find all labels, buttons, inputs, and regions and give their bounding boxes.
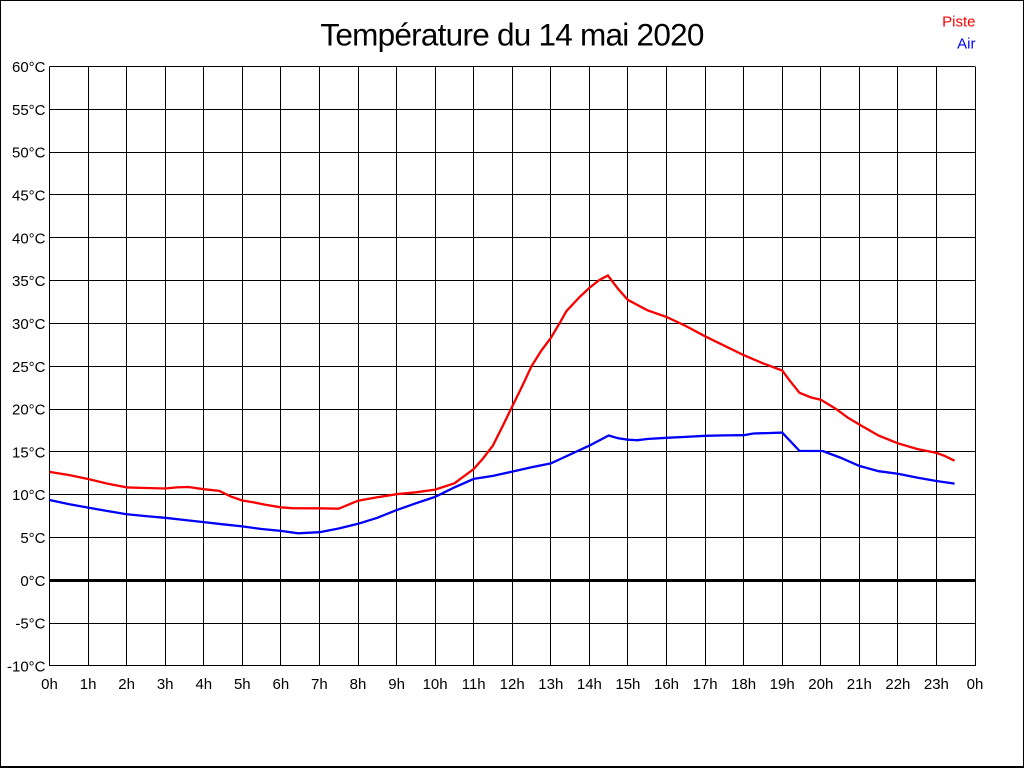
svg-text:45°C: 45°C [12,188,46,205]
svg-text:23h: 23h [924,676,949,693]
svg-text:10°C: 10°C [12,487,46,504]
svg-text:50°C: 50°C [12,145,46,162]
svg-text:18h: 18h [731,676,756,693]
svg-text:17h: 17h [693,676,718,693]
svg-text:11h: 11h [462,676,486,693]
svg-text:14h: 14h [577,676,602,693]
svg-text:15°C: 15°C [12,444,46,461]
svg-text:0h: 0h [41,676,58,693]
svg-text:-10°C: -10°C [7,659,46,676]
svg-text:Température du 14 mai 2020: Température du 14 mai 2020 [320,17,703,53]
svg-text:19h: 19h [770,676,795,693]
svg-text:25°C: 25°C [12,359,46,376]
svg-text:15h: 15h [615,676,640,693]
svg-text:8h: 8h [350,676,367,693]
svg-text:6h: 6h [273,676,290,693]
svg-text:60°C: 60°C [12,59,46,76]
svg-text:20h: 20h [808,676,833,693]
svg-text:5h: 5h [234,676,251,693]
svg-text:40°C: 40°C [12,230,46,247]
svg-text:55°C: 55°C [12,102,46,119]
svg-text:12h: 12h [500,676,525,693]
svg-text:3h: 3h [157,676,174,693]
svg-text:2h: 2h [118,676,135,693]
svg-text:5°C: 5°C [20,530,45,547]
svg-text:35°C: 35°C [12,273,46,290]
svg-text:21h: 21h [847,676,872,693]
svg-text:0°C: 0°C [20,573,45,590]
svg-text:Piste: Piste [942,14,975,31]
svg-text:13h: 13h [538,676,563,693]
svg-text:0h: 0h [967,676,984,693]
svg-text:16h: 16h [654,676,679,693]
svg-text:1h: 1h [80,676,97,693]
svg-text:4h: 4h [195,676,212,693]
svg-text:-5°C: -5°C [15,616,45,633]
svg-text:Air: Air [957,36,975,53]
svg-text:9h: 9h [388,676,405,693]
svg-text:20°C: 20°C [12,402,46,419]
svg-text:30°C: 30°C [12,316,46,333]
svg-text:7h: 7h [311,676,328,693]
svg-text:10h: 10h [423,676,448,693]
svg-text:22h: 22h [885,676,910,693]
